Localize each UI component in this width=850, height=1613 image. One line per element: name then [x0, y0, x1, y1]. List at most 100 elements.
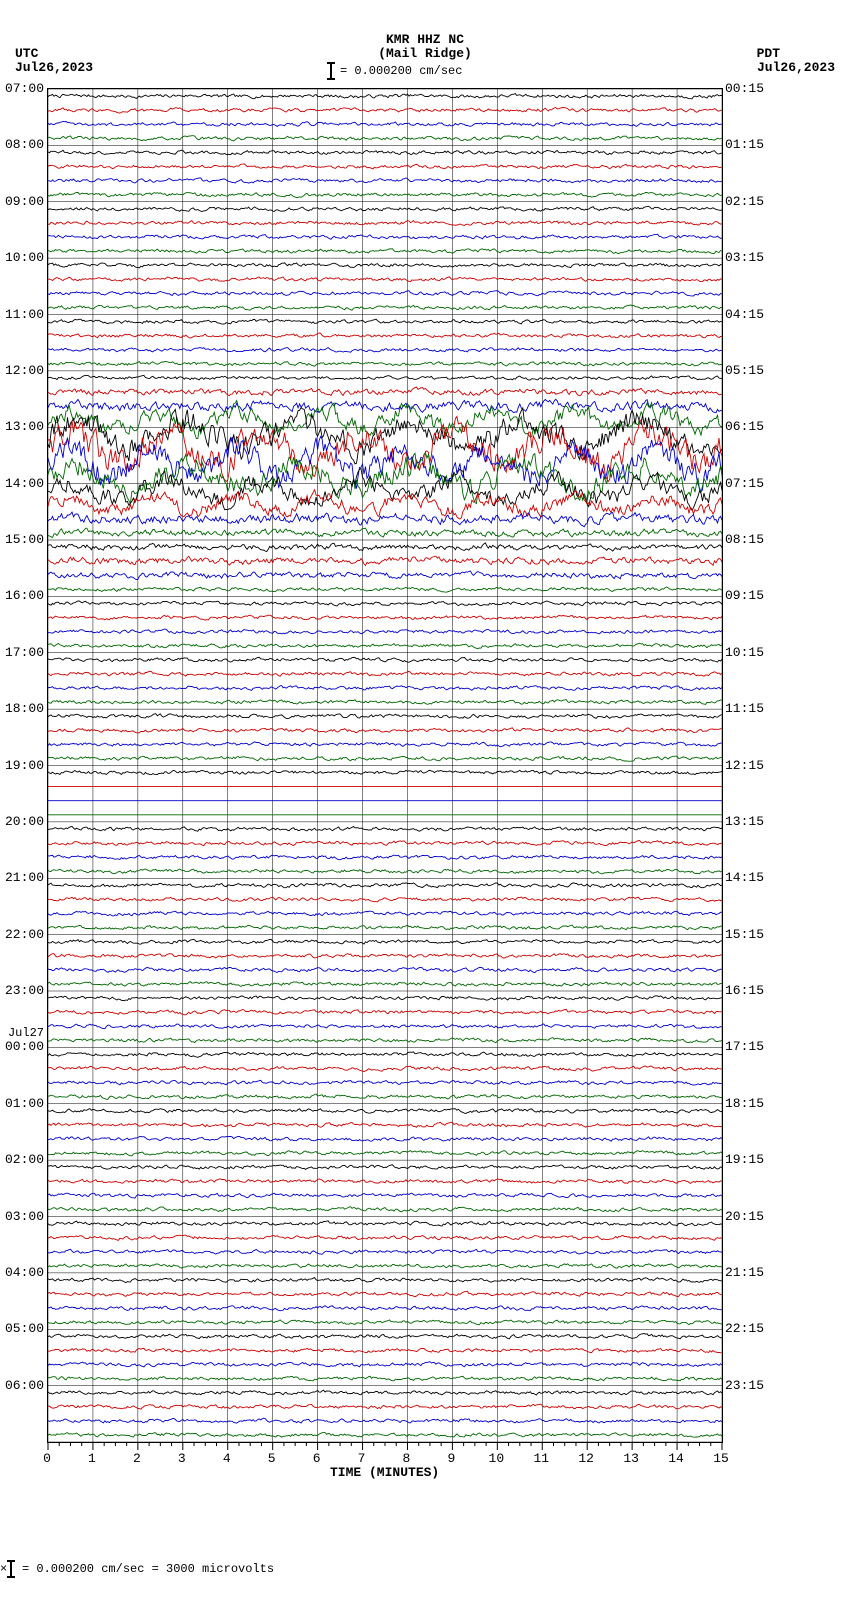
seismic-trace	[48, 291, 722, 296]
seismic-trace	[48, 1052, 722, 1057]
station-name: (Mail Ridge)	[0, 46, 850, 61]
seismic-trace	[48, 1235, 722, 1240]
pdt-time-label: 23:15	[725, 1378, 764, 1393]
seismic-trace	[48, 1109, 722, 1114]
seismic-trace	[48, 728, 722, 733]
pdt-time-label: 17:15	[725, 1039, 764, 1054]
pdt-time-label: 04:15	[725, 307, 764, 322]
utc-time-label: 03:00	[4, 1209, 44, 1224]
seismic-trace	[48, 1362, 722, 1367]
seismic-trace	[48, 512, 722, 527]
seismic-trace	[48, 1179, 722, 1184]
seismic-trace	[48, 1151, 722, 1156]
seismic-trace	[48, 869, 722, 874]
pdt-time-label: 01:15	[725, 137, 764, 152]
seismic-trace	[48, 587, 722, 592]
seismic-trace	[48, 1066, 722, 1071]
x-tick-label: 6	[313, 1451, 321, 1466]
seismic-trace	[48, 756, 722, 761]
seismic-trace	[48, 417, 722, 482]
seismic-trace	[48, 643, 722, 648]
utc-time-label: 00:00	[4, 1039, 44, 1054]
seismic-trace	[48, 543, 722, 552]
pdt-time-label: 16:15	[725, 983, 764, 998]
seismic-trace	[48, 1320, 722, 1325]
seismic-trace	[48, 1009, 722, 1014]
seismic-trace	[48, 178, 722, 183]
x-tick-label: 8	[403, 1451, 411, 1466]
pdt-time-label: 13:15	[725, 814, 764, 829]
seismic-trace	[48, 122, 722, 127]
pdt-time-label: 03:15	[725, 250, 764, 265]
seismic-trace	[48, 1094, 722, 1099]
seismic-trace	[48, 657, 722, 662]
seismic-trace	[48, 770, 722, 774]
utc-time-label: 17:00	[4, 645, 44, 660]
seismic-trace	[48, 1334, 722, 1339]
utc-time-label: 23:00	[4, 983, 44, 998]
seismic-trace	[48, 277, 722, 282]
seismic-trace	[48, 1306, 722, 1311]
seismic-trace	[48, 362, 722, 367]
seismic-trace	[48, 601, 722, 606]
station-code: KMR HHZ NC	[0, 32, 850, 47]
utc-time-label: 11:00	[4, 307, 44, 322]
seismic-trace	[48, 925, 722, 930]
x-tick-label: 7	[358, 1451, 366, 1466]
pdt-time-label: 18:15	[725, 1096, 764, 1111]
utc-time-label: 08:00	[4, 137, 44, 152]
seismic-trace	[48, 1376, 722, 1381]
seismic-trace	[48, 528, 722, 537]
x-tick-label: 0	[43, 1451, 51, 1466]
utc-time-label: 18:00	[4, 701, 44, 716]
seismic-trace	[48, 1207, 722, 1212]
seismic-trace	[48, 1024, 722, 1029]
utc-time-label: 16:00	[4, 588, 44, 603]
utc-time-label: 20:00	[4, 814, 44, 829]
utc-time-label: 22:00	[4, 927, 44, 942]
utc-time-label: 10:00	[4, 250, 44, 265]
seismic-trace	[48, 263, 722, 268]
pdt-time-label: 12:15	[725, 758, 764, 773]
x-axis-label: TIME (MINUTES)	[330, 1465, 439, 1480]
seismic-trace	[48, 1390, 722, 1395]
seismic-trace	[48, 333, 722, 338]
seismic-trace	[48, 855, 722, 860]
seismic-trace	[48, 164, 722, 169]
pdt-time-label: 08:15	[725, 532, 764, 547]
pdt-time-label: 06:15	[725, 419, 764, 434]
footer-scale-text: = 0.000200 cm/sec = 3000 microvolts	[22, 1562, 274, 1576]
pdt-time-label: 05:15	[725, 363, 764, 378]
seismic-trace	[48, 1432, 722, 1437]
seismic-trace	[48, 967, 722, 972]
pdt-time-label: 20:15	[725, 1209, 764, 1224]
seismic-trace	[48, 686, 722, 691]
pdt-time-label: 11:15	[725, 701, 764, 716]
right-date: Jul26,2023	[757, 60, 835, 75]
seismic-trace	[48, 1038, 722, 1043]
seismic-trace	[48, 742, 722, 747]
seismic-trace	[48, 221, 722, 226]
seismic-trace	[48, 1404, 722, 1409]
utc-time-label: 06:00	[4, 1378, 44, 1393]
seismic-trace	[48, 206, 722, 211]
right-timezone: PDT	[757, 46, 780, 61]
utc-time-label: 21:00	[4, 870, 44, 885]
utc-time-label: 09:00	[4, 194, 44, 209]
x-tick-label: 11	[533, 1451, 549, 1466]
footer-scale-bar	[10, 1560, 12, 1578]
seismic-trace	[48, 319, 722, 324]
x-tick-label: 9	[447, 1451, 455, 1466]
footer-prefix: ×	[0, 1562, 7, 1576]
left-date: Jul26,2023	[15, 60, 93, 75]
seismic-trace	[48, 1221, 722, 1226]
pdt-time-label: 02:15	[725, 194, 764, 209]
seismic-trace	[48, 305, 722, 310]
pdt-time-label: 14:15	[725, 870, 764, 885]
seismic-trace	[48, 150, 722, 154]
seismic-trace	[48, 1165, 722, 1170]
x-tick-label: 5	[268, 1451, 276, 1466]
seismic-trace	[48, 1080, 722, 1085]
utc-time-label: 14:00	[4, 476, 44, 491]
seismic-trace	[48, 1348, 722, 1353]
